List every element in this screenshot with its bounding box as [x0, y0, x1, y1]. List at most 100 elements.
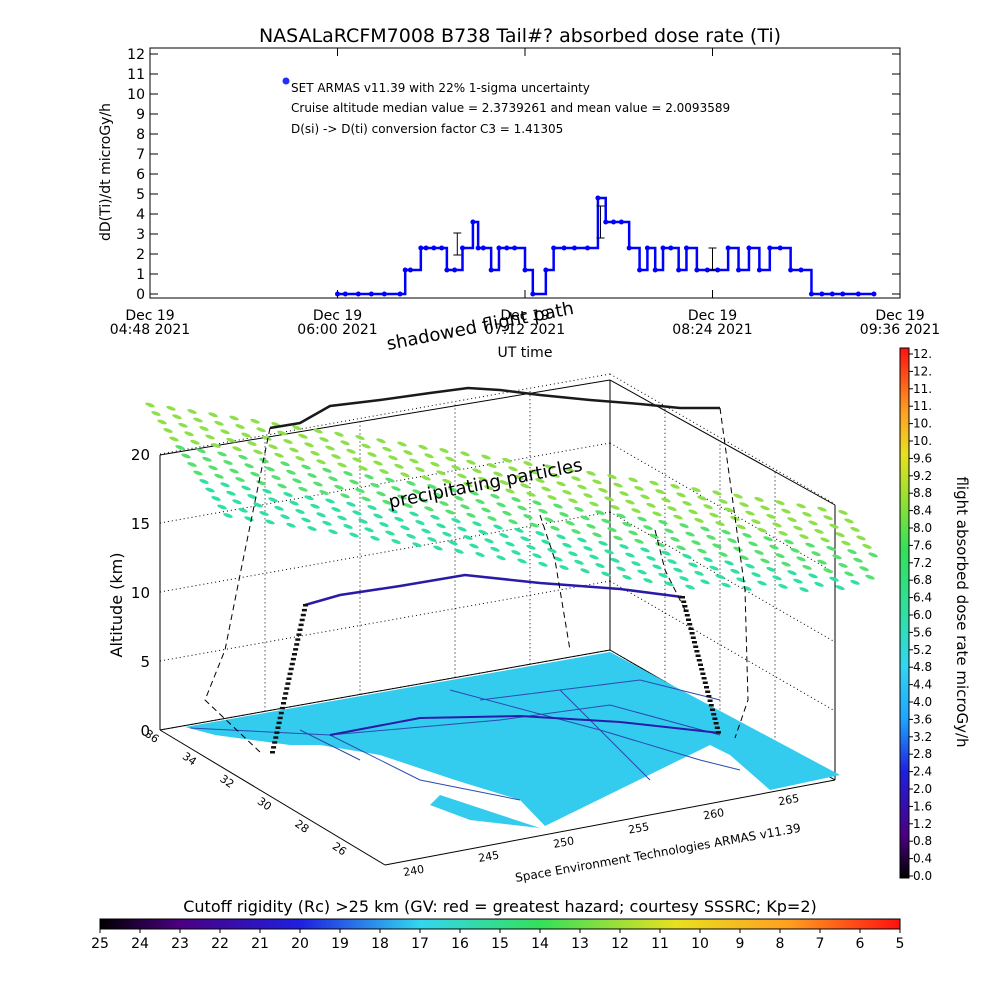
- particle-mark: [775, 500, 785, 506]
- particle-mark: [193, 417, 203, 423]
- particle-mark: [295, 509, 305, 514]
- particle-mark: [172, 414, 182, 420]
- particle-mark: [781, 508, 791, 514]
- particle-mark: [217, 504, 227, 510]
- data-point: [746, 245, 752, 251]
- particle-mark: [463, 535, 473, 540]
- particle-mark: [490, 493, 500, 499]
- particle-mark: [397, 494, 407, 500]
- data-point: [475, 245, 481, 251]
- colorbar-tick-label: 11.: [913, 399, 932, 413]
- particle-mark: [796, 556, 806, 562]
- particle-mark: [250, 418, 260, 424]
- particle-mark: [649, 480, 659, 486]
- particle-mark: [319, 437, 329, 442]
- particle-mark: [832, 554, 842, 560]
- particle-mark: [604, 549, 614, 555]
- particle-mark: [469, 543, 479, 549]
- particle-mark: [316, 512, 326, 518]
- descent-point: [700, 672, 706, 675]
- particle-mark: [394, 463, 404, 469]
- particle-mark: [379, 522, 389, 527]
- colorbar-tick-label: 2.4: [913, 765, 932, 779]
- particle-mark: [319, 490, 329, 495]
- particle-mark: [406, 480, 416, 486]
- particle-mark: [259, 458, 269, 463]
- particle-mark: [718, 551, 728, 557]
- particle-mark: [466, 512, 476, 518]
- chart-title: NASALaRCFM7008 B738 Tail#? absorbed dose…: [259, 25, 781, 47]
- particle-mark: [475, 499, 485, 504]
- y-tick-label: 11: [127, 67, 145, 83]
- latitude-tick-label: 32: [217, 772, 236, 791]
- climb-point: [296, 633, 302, 636]
- data-point: [788, 267, 794, 273]
- rigidity-tick-label: 15: [491, 936, 509, 952]
- particle-mark: [868, 552, 878, 558]
- legend-median-line: Cruise altitude median value = 2.3739261…: [291, 101, 730, 115]
- particle-mark: [817, 506, 827, 512]
- y-tick-label: 3: [136, 227, 145, 243]
- colorbar-tick-label: 12.: [913, 347, 932, 361]
- colorbar-tick-label: 7.2: [913, 556, 932, 570]
- particle-mark: [661, 550, 671, 556]
- descent-point: [684, 614, 690, 617]
- particle-mark: [292, 478, 302, 484]
- data-point: [431, 245, 437, 251]
- particle-mark: [331, 454, 341, 459]
- particle-mark: [823, 568, 833, 574]
- data-point: [439, 245, 445, 251]
- particle-mark: [427, 537, 437, 542]
- particle-mark: [181, 453, 191, 459]
- climb-point: [277, 716, 283, 720]
- particle-mark: [802, 564, 812, 570]
- particle-mark: [496, 555, 506, 561]
- particle-mark: [499, 480, 509, 485]
- data-point: [368, 291, 374, 297]
- particle-mark: [535, 478, 545, 483]
- data-point: [668, 245, 674, 251]
- particle-mark: [670, 536, 680, 542]
- particle-mark: [259, 511, 269, 516]
- particle-mark: [514, 474, 524, 480]
- particle-mark: [817, 559, 827, 565]
- descent-point: [686, 618, 691, 621]
- rigidity-tick-label: 5: [896, 936, 905, 952]
- data-point: [444, 267, 450, 273]
- particle-mark: [607, 474, 617, 480]
- y-tick-label: 2: [136, 247, 145, 263]
- particle-mark: [679, 523, 689, 529]
- particle-mark: [289, 500, 299, 506]
- rigidity-tick-label: 8: [776, 936, 785, 952]
- particle-mark: [391, 486, 401, 491]
- particle-mark: [373, 460, 383, 466]
- data-point: [777, 245, 783, 251]
- particle-mark: [637, 516, 647, 522]
- particle-mark: [778, 583, 788, 589]
- dose-colorbar: 0.0 0.4 0.8 1.2 1.6 2.0 2.4 2.8 3.2 3.6 4.0 4.4 4.8 5…: [899, 347, 971, 883]
- particle-mark: [682, 500, 692, 506]
- particle-mark: [616, 566, 626, 572]
- projection-mid-a: [539, 514, 571, 651]
- rigidity-ticks: 25 24 23 22 21 20 19 18 17 16 15 14 13 12 11 10 9 8 7 6 5: [91, 929, 904, 952]
- particle-mark: [592, 532, 602, 538]
- particle-mark: [793, 578, 803, 584]
- particle-mark: [451, 465, 461, 470]
- particle-mark: [508, 519, 518, 525]
- particle-mark: [640, 494, 650, 500]
- particle-mark: [727, 538, 737, 544]
- particle-mark: [835, 532, 845, 538]
- particle-mark: [337, 515, 347, 521]
- particle-mark: [163, 428, 173, 433]
- particle-mark: [295, 456, 305, 461]
- dose-rate-series: [335, 195, 877, 297]
- rigidity-tick-label: 24: [131, 936, 149, 952]
- particle-mark: [157, 419, 167, 425]
- particle-mark: [193, 470, 203, 476]
- particle-mark: [784, 539, 794, 545]
- particle-mark: [520, 483, 530, 489]
- particle-mark: [592, 479, 602, 485]
- climb-point: [271, 746, 277, 749]
- particle-mark: [310, 450, 320, 456]
- climb-point: [286, 677, 292, 680]
